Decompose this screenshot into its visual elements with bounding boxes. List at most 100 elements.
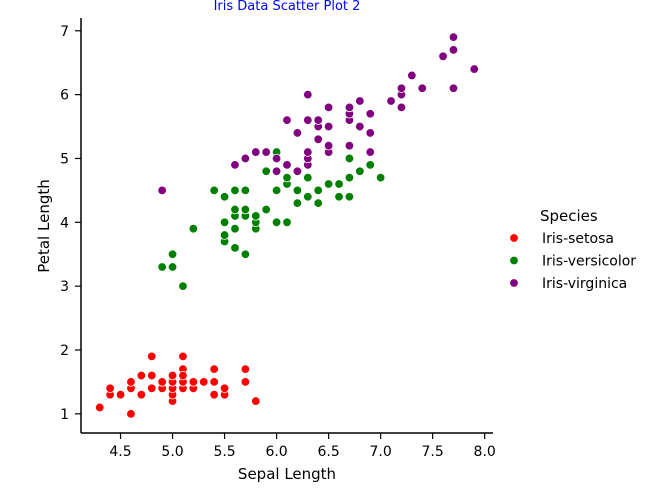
- x-tick-label-6: 7.5: [422, 444, 444, 460]
- point-iris-versicolor-22: [261, 204, 271, 215]
- point-iris-virginica-28: [355, 96, 365, 106]
- point-iris-virginica-20: [323, 140, 334, 151]
- point-iris-versicolor-14: [230, 185, 240, 196]
- point-iris-setosa-27: [209, 389, 219, 400]
- point-iris-versicolor-23: [261, 166, 271, 176]
- point-iris-setosa-33: [240, 364, 251, 374]
- point-iris-virginica-7: [282, 160, 292, 170]
- point-iris-setosa-7: [136, 389, 147, 400]
- x-tick-label-2: 5.5: [213, 444, 235, 460]
- point-iris-versicolor-31: [292, 185, 303, 196]
- point-iris-virginica-16: [313, 134, 323, 145]
- point-iris-setosa-2: [105, 383, 115, 394]
- legend: Species Iris-setosa Iris-versicolor Iris-v…: [509, 207, 636, 292]
- point-iris-versicolor-44: [365, 160, 375, 170]
- point-iris-versicolor-29: [282, 172, 292, 183]
- point-iris-setosa-31: [219, 383, 230, 394]
- point-iris-versicolor-9: [219, 192, 230, 202]
- legend-items: Iris-setosa Iris-versicolor Iris-virginica: [509, 231, 636, 292]
- point-iris-virginica-36: [407, 70, 417, 81]
- legend-marker-iris-setosa: [509, 233, 519, 243]
- point-iris-virginica-0: [157, 185, 167, 196]
- point-iris-virginica-22: [323, 102, 334, 113]
- point-iris-setosa-10: [147, 370, 157, 381]
- legend-label-iris-setosa: Iris-setosa: [542, 231, 614, 247]
- point-iris-virginica-10: [292, 128, 303, 138]
- point-iris-versicolor-25: [271, 185, 282, 196]
- point-iris-virginica-32: [386, 96, 396, 106]
- point-iris-versicolor-30: [292, 198, 303, 208]
- point-iris-versicolor-13: [230, 204, 240, 215]
- point-iris-versicolor-39: [334, 179, 344, 189]
- y-tick-label-0: 1: [60, 407, 69, 423]
- y-tick-label-2: 3: [60, 279, 69, 295]
- point-iris-virginica-41: [448, 32, 459, 42]
- y-tick-label-5: 6: [60, 88, 69, 104]
- point-iris-versicolor-17: [240, 204, 251, 215]
- point-iris-setosa-29: [209, 364, 219, 374]
- point-iris-versicolor-35: [313, 198, 323, 208]
- point-iris-virginica-42: [469, 64, 479, 74]
- point-iris-versicolor-38: [334, 192, 344, 202]
- x-tick-label-1: 5.0: [161, 444, 183, 460]
- legend-marker-iris-versicolor: [509, 255, 519, 266]
- point-iris-virginica-6: [271, 153, 282, 164]
- legend-label-iris-virginica: Iris-virginica: [542, 276, 627, 292]
- x-tick-label-4: 6.5: [317, 444, 339, 460]
- point-iris-virginica-21: [323, 121, 334, 132]
- x-ticks: 4.5 5.0 5.5 6.0 6.5 7.0 7.5 8.0: [109, 433, 496, 460]
- point-iris-versicolor-5: [209, 185, 219, 196]
- point-iris-setosa-34: [251, 396, 261, 406]
- x-tick-label-7: 8.0: [474, 444, 496, 460]
- point-iris-virginica-4: [261, 147, 271, 157]
- point-iris-versicolor-11: [230, 223, 240, 234]
- point-iris-virginica-33: [396, 102, 407, 113]
- point-iris-setosa-9: [147, 383, 157, 394]
- point-iris-versicolor-37: [323, 179, 334, 189]
- point-iris-virginica-26: [344, 102, 355, 113]
- point-iris-setosa-11: [147, 351, 157, 362]
- point-iris-virginica-40: [448, 45, 459, 55]
- point-iris-setosa-18: [167, 370, 178, 381]
- point-iris-virginica-29: [365, 147, 375, 157]
- point-iris-virginica-5: [271, 166, 282, 176]
- point-iris-versicolor-32: [303, 192, 313, 202]
- point-iris-virginica-18: [313, 115, 323, 125]
- point-iris-virginica-35: [396, 83, 407, 93]
- point-iris-setosa-6: [126, 377, 136, 387]
- point-iris-virginica-9: [292, 166, 303, 176]
- point-iris-versicolor-33: [303, 172, 313, 183]
- point-iris-versicolor-42: [344, 153, 355, 164]
- point-iris-virginica-1: [230, 160, 240, 170]
- y-tick-label-6: 7: [60, 24, 69, 40]
- point-iris-setosa-32: [240, 377, 251, 387]
- point-iris-virginica-31: [365, 109, 375, 119]
- y-ticks: 1 2 3 4 5 6 7: [60, 24, 81, 423]
- point-iris-versicolor-7: [219, 230, 230, 240]
- point-iris-versicolor-21: [251, 211, 261, 221]
- point-iris-setosa-8: [136, 370, 147, 381]
- y-tick-label-4: 5: [60, 151, 69, 167]
- y-tick-label-1: 2: [60, 343, 69, 359]
- point-iris-versicolor-36: [313, 185, 323, 196]
- legend-title: Species: [540, 207, 598, 225]
- point-iris-versicolor-4: [188, 223, 199, 234]
- point-iris-versicolor-43: [355, 166, 365, 176]
- point-iris-virginica-8: [282, 115, 292, 125]
- point-iris-setosa-22: [178, 351, 188, 362]
- point-iris-virginica-38: [438, 51, 448, 62]
- x-tick-label-5: 7.0: [370, 444, 392, 460]
- x-tick-label-0: 4.5: [109, 444, 131, 460]
- legend-marker-iris-virginica: [509, 278, 519, 288]
- point-iris-setosa-4: [126, 409, 136, 419]
- points-layer: [95, 32, 479, 419]
- point-iris-setosa-0: [95, 402, 105, 413]
- y-tick-label-3: 4: [60, 215, 69, 231]
- point-iris-versicolor-40: [344, 192, 355, 202]
- point-iris-virginica-3: [251, 147, 261, 157]
- point-iris-setosa-3: [115, 389, 126, 400]
- point-iris-versicolor-8: [219, 217, 230, 228]
- point-iris-setosa-28: [209, 377, 219, 387]
- point-iris-virginica-23: [344, 140, 355, 151]
